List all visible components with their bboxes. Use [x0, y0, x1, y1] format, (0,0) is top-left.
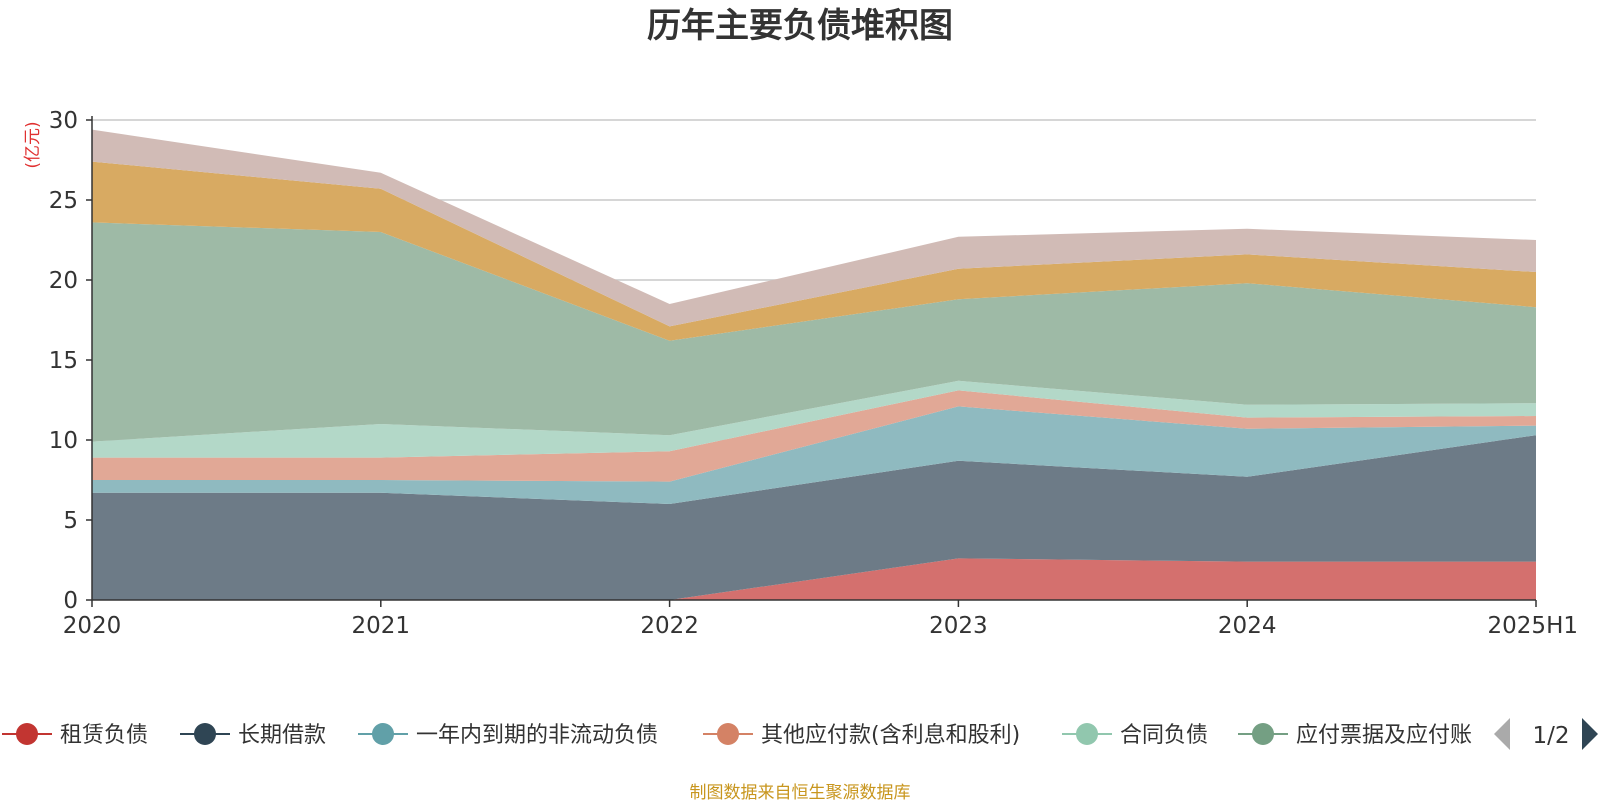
- area-series-5: [92, 380, 1536, 458]
- legend-marker: [194, 723, 216, 745]
- area-series-2: [92, 435, 1536, 600]
- legend-marker: [1252, 723, 1274, 745]
- legend-page-indicator: 1/2: [1532, 723, 1569, 749]
- x-tick-label: 2021: [352, 613, 411, 639]
- y-tick-label: 25: [49, 188, 78, 214]
- triangle-right-icon[interactable]: [1582, 718, 1598, 750]
- legend-item[interactable]: 其他应付款(含利息和股利): [703, 723, 1020, 748]
- y-tick-label: 30: [49, 108, 78, 134]
- area-series-4: [92, 390, 1536, 482]
- x-tick-label: 2025H1: [1488, 613, 1578, 639]
- area-series-7: [92, 161, 1536, 341]
- legend-label: 其他应付款(含利息和股利): [761, 723, 1020, 748]
- source-note: 制图数据来自恒生聚源数据库: [689, 783, 911, 803]
- chart-title: 历年主要负债堆积图: [647, 6, 953, 46]
- x-tick-label: 2023: [929, 613, 988, 639]
- legend-marker: [372, 723, 394, 745]
- legend-item[interactable]: 一年内到期的非流动负债: [358, 723, 658, 748]
- y-tick-label: 5: [63, 508, 78, 534]
- legend-marker: [1076, 723, 1098, 745]
- legend-marker: [717, 723, 739, 745]
- legend-item[interactable]: 长期借款: [180, 723, 326, 748]
- x-tick-label: 2022: [640, 613, 699, 639]
- y-axis-label: (亿元): [23, 121, 43, 168]
- legend-label: 应付票据及应付账: [1296, 723, 1472, 748]
- y-tick-label: 15: [49, 348, 78, 374]
- y-tick-label: 0: [63, 588, 78, 614]
- area-series: [92, 129, 1536, 600]
- area-series-3: [92, 406, 1536, 504]
- triangle-left-icon[interactable]: [1494, 718, 1510, 750]
- legend-label: 合同负债: [1120, 723, 1208, 748]
- legend-label: 一年内到期的非流动负债: [416, 723, 658, 748]
- x-tick-label: 2024: [1218, 613, 1277, 639]
- area-series-6: [92, 222, 1536, 442]
- area-series-8: [92, 129, 1536, 327]
- axes: 0 5 10 15 20 25 30 2020 2021 2022 2023 2024 2025H1: [49, 108, 1578, 639]
- legend-item[interactable]: 合同负债: [1062, 723, 1208, 748]
- y-tick-label: 20: [49, 268, 78, 294]
- legend-item[interactable]: 应付票据及应付账: [1238, 723, 1472, 748]
- legend-marker: [16, 723, 38, 745]
- x-tick-label: 2020: [63, 613, 122, 639]
- legend: 租赁负债 长期借款 一年内到期的非流动负债 其他应付款(含利息和股利) 合同负债 应付票据…: [2, 712, 1600, 758]
- y-tick-label: 10: [49, 428, 78, 454]
- legend-label: 租赁负债: [60, 723, 148, 748]
- legend-item[interactable]: 租赁负债: [2, 723, 148, 748]
- legend-label: 长期借款: [238, 723, 326, 748]
